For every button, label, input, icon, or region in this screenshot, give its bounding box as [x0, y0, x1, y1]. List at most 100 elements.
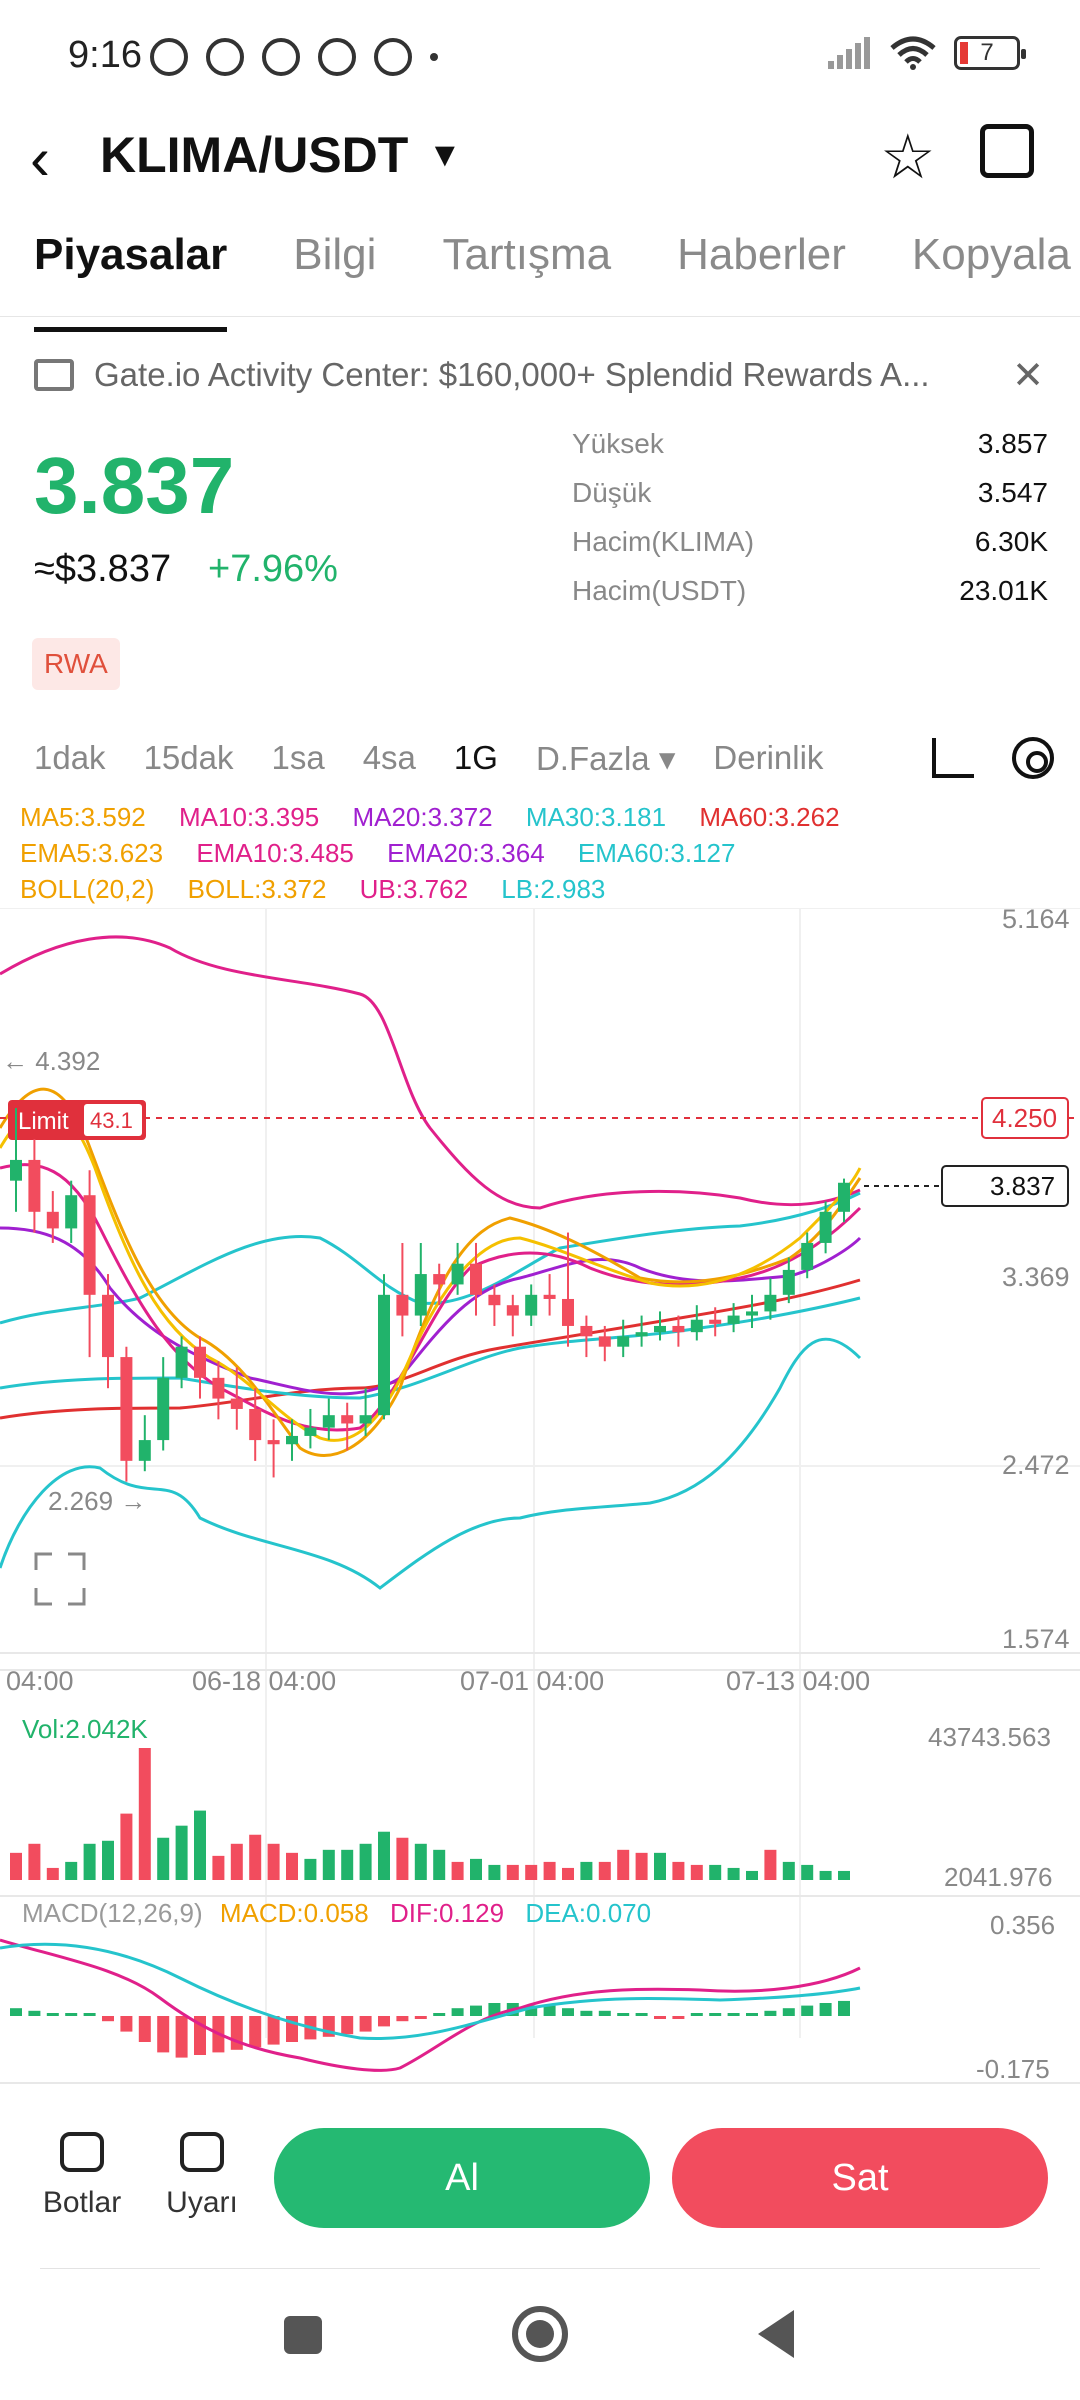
candle-body — [120, 1357, 133, 1461]
macd-bar — [46, 2013, 59, 2016]
tf-4sa[interactable]: 4sa — [362, 739, 416, 776]
buy-button[interactable]: Al — [274, 2128, 650, 2228]
approx-price: ≈$3.837 — [34, 548, 172, 590]
macd-bar — [102, 2016, 114, 2022]
macd-bar — [819, 2003, 832, 2016]
current-price-box — [941, 1165, 1069, 1207]
tf-more[interactable]: D.Fazla ▾ — [535, 739, 676, 777]
macd-bar — [654, 2016, 666, 2019]
stat-vol-quote: Hacim(USDT) 23.01K — [572, 575, 1048, 606]
limit-tag-label[interactable]: Limit — [18, 1108, 69, 1135]
macd-bar — [635, 2013, 648, 2016]
x-tick: 07-01 04:00 — [460, 1666, 604, 1696]
ma20-label: MA20:3.372 — [352, 802, 493, 832]
candle-body — [690, 1319, 703, 1333]
dea-line — [0, 1942, 861, 2041]
volume-bars — [10, 1748, 850, 1880]
pair-title[interactable]: KLIMA/USDT — [100, 127, 409, 183]
volume-bar — [764, 1849, 777, 1880]
candle-body — [46, 1211, 59, 1229]
banner-text[interactable]: Gate.io Activity Center: $160,000+ Splen… — [94, 356, 930, 393]
y-tick: 5.164 — [1002, 908, 1070, 934]
tab-kopyala[interactable]: Kopyala — [911, 230, 1071, 279]
home-nav-icon[interactable] — [512, 2306, 568, 2362]
candle-body — [801, 1242, 814, 1270]
volume-bar — [396, 1837, 409, 1880]
volume-bar — [562, 1867, 574, 1880]
candle-body — [230, 1398, 243, 1409]
tf-depth[interactable]: Derinlik — [713, 739, 824, 776]
alerts-button[interactable]: Uyarı — [152, 2132, 252, 2220]
chevron-down-icon[interactable]: ▼ — [428, 136, 462, 174]
macd-bar — [138, 2016, 151, 2042]
macd-max: 0.356 — [990, 1910, 1055, 1940]
favorite-star-icon[interactable]: ☆ — [880, 123, 936, 192]
settings-icon[interactable] — [1012, 737, 1054, 779]
volume-bar — [212, 1855, 225, 1880]
expand-icon[interactable] — [34, 1552, 86, 1606]
candle-body — [28, 1159, 41, 1212]
ma60-label: MA60:3.262 — [699, 802, 840, 832]
boll-mid-label: BOLL:3.372 — [187, 874, 327, 904]
app-s-icon — [318, 38, 356, 76]
volume-bar — [286, 1852, 298, 1880]
macd-bar — [672, 2016, 685, 2019]
candle-body — [782, 1269, 795, 1295]
price-change: +7.96% — [208, 548, 338, 590]
volume-bar — [838, 1870, 850, 1880]
candle-body — [451, 1263, 464, 1285]
rwa-tag[interactable]: RWA — [32, 638, 120, 690]
tab-bilgi[interactable]: Bilgi — [293, 230, 377, 279]
back-icon[interactable]: ‹ — [30, 125, 50, 192]
low-marker: 2.269 → — [48, 1486, 146, 1516]
tf-1dak[interactable]: 1dak — [34, 739, 106, 776]
volume-bar — [194, 1810, 206, 1880]
macd-value-label: MACD:0.058 — [220, 1898, 369, 1928]
back-nav-icon[interactable] — [758, 2310, 794, 2358]
announcement-banner[interactable]: Gate.io Activity Center: $160,000+ Splen… — [34, 340, 1044, 410]
volume-bar — [378, 1831, 390, 1880]
macd-bar — [746, 2013, 758, 2016]
candle-body — [194, 1346, 206, 1378]
limit-tag-value: 43.1 — [90, 1108, 133, 1133]
macd-bar — [525, 2005, 538, 2016]
bots-button[interactable]: Botlar — [32, 2132, 132, 2220]
close-icon[interactable]: ✕ — [1012, 354, 1044, 397]
bots-label: Botlar — [42, 2186, 122, 2219]
tf-15dak[interactable]: 15dak — [143, 739, 234, 776]
indicator-icon[interactable] — [932, 738, 974, 778]
candle-body — [322, 1415, 335, 1428]
candle-body — [304, 1427, 317, 1436]
volume-bar — [506, 1864, 519, 1880]
ema5-label: EMA5:3.623 — [20, 838, 164, 868]
candle-body — [102, 1294, 114, 1358]
sell-button[interactable]: Sat — [672, 2128, 1048, 2228]
tab-bar: Piyasalar Bilgi Tartışma Haberler Kopyal… — [34, 230, 1080, 332]
candle-body — [359, 1415, 372, 1424]
macd-min: -0.175 — [976, 2054, 1050, 2084]
recents-nav-icon[interactable] — [284, 2316, 322, 2354]
macd-bar — [341, 2016, 354, 2035]
macd-bar — [65, 2013, 78, 2016]
volume-bar — [28, 1843, 41, 1880]
macd-bar — [727, 2013, 740, 2016]
macd-bar — [562, 2008, 574, 2016]
price-chart[interactable]: Limit 43.1 4.250 3.837 ← 4.392 2.269 → 5… — [0, 908, 1080, 2086]
boll-params-label: BOLL(20,2) — [20, 874, 155, 904]
tab-tartisma[interactable]: Tartışma — [442, 230, 612, 279]
share-icon[interactable] — [980, 124, 1034, 178]
alarm-bell-icon — [180, 2132, 224, 2172]
volume-max: 43743.563 — [928, 1722, 1051, 1752]
bottom-divider — [40, 2268, 1040, 2269]
tf-1sa[interactable]: 1sa — [271, 739, 325, 776]
macd-bar — [580, 2010, 593, 2016]
volume-bar — [157, 1837, 170, 1880]
app-header: ‹ KLIMA/USDT ▼ ☆ — [0, 110, 1080, 200]
macd-bar — [470, 2005, 482, 2016]
volume-bar — [746, 1870, 758, 1880]
ma5-label: MA5:3.592 — [20, 802, 146, 832]
tf-1g[interactable]: 1G — [453, 739, 498, 776]
tab-piyasalar[interactable]: Piyasalar — [34, 230, 228, 332]
candle-body — [138, 1440, 151, 1461]
tab-haberler[interactable]: Haberler — [677, 230, 846, 279]
